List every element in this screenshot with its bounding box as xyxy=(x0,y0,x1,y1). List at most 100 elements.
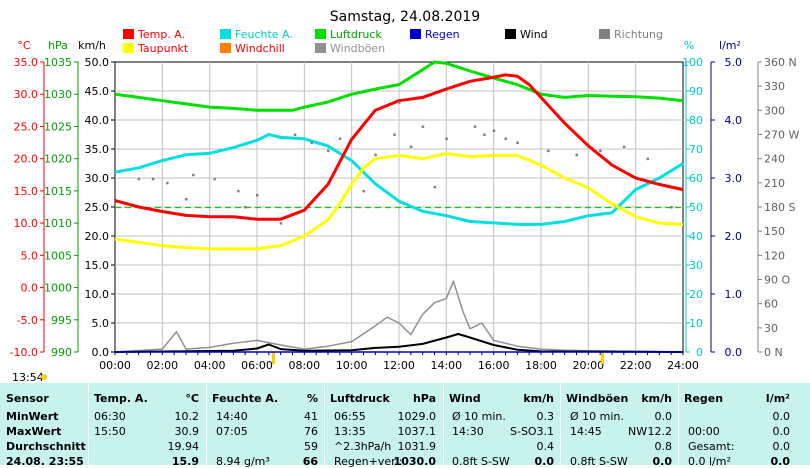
direction-tick-label: 240 xyxy=(764,153,785,166)
x-tick-label: 08:00 xyxy=(288,359,320,372)
direction-point xyxy=(192,173,195,177)
legend-label: Wind xyxy=(520,28,548,41)
rain-value: 0.0 xyxy=(772,425,791,438)
table-header: km/h xyxy=(641,392,672,405)
pressure-tick-label: 1020 xyxy=(44,153,72,166)
wind-tick-label: 50.0 xyxy=(85,56,110,69)
row-label: MinWert xyxy=(6,410,59,423)
temp-tick-label: 5.0 xyxy=(21,249,39,262)
pressure-time: ^2.3hPa/h xyxy=(334,440,392,453)
pressure-value: 1031.9 xyxy=(397,440,437,453)
temp-time: 15:50 xyxy=(94,425,126,438)
pressure-tick-label: 1035 xyxy=(44,56,72,69)
wind-tick-label: 25.0 xyxy=(85,201,110,214)
rain-desc: 00:00 xyxy=(688,425,720,438)
x-tick-label: 04:00 xyxy=(194,359,226,372)
row-label: 24.08. 23:55 xyxy=(6,455,84,468)
legend-label: Windböen xyxy=(330,42,385,55)
pressure-value: 1030.0 xyxy=(393,455,436,468)
temp-value: 10.2 xyxy=(174,410,200,423)
wind-value: 0.4 xyxy=(536,440,555,453)
direction-point xyxy=(244,206,247,209)
temp-tick-label: 0.0 xyxy=(21,282,39,295)
direction-point xyxy=(646,157,649,161)
direction-point xyxy=(670,206,673,209)
humidity-time: 07:05 xyxy=(216,425,248,438)
direction-tick-label: 30 xyxy=(764,322,778,335)
wind-desc: Ø 10 min. xyxy=(452,410,506,423)
direction-point xyxy=(599,149,602,153)
table-header: Windböen xyxy=(566,392,629,405)
direction-point xyxy=(137,177,141,181)
wind-value: 0.0 xyxy=(534,455,555,468)
pressure-time: Regen+veri: xyxy=(334,455,403,468)
gust-value: 12.2 xyxy=(647,425,673,438)
sunset-marker xyxy=(601,352,604,364)
x-tick-label: 24:00 xyxy=(667,359,699,372)
legend-label: Luftdruck xyxy=(330,28,382,41)
series-luftdruck-line xyxy=(114,60,684,112)
direction-point xyxy=(310,141,313,145)
table-header: l/m² xyxy=(765,392,790,405)
gust-desc: 0.8ft S-SW xyxy=(570,455,628,468)
x-tick-label: 20:00 xyxy=(572,359,604,372)
direction-tick-label: 180 S xyxy=(764,201,795,214)
humidity-value: 41 xyxy=(304,410,318,423)
humidity-tick-label: 50 xyxy=(689,201,703,214)
temp-tick-label: 15.0 xyxy=(14,185,39,198)
temp-value: 30.9 xyxy=(174,425,200,438)
rain-tick-label: 2.0 xyxy=(725,230,743,243)
legend-swatch xyxy=(220,43,231,53)
pressure-tick-label: 1000 xyxy=(44,282,72,295)
pressure-tick-label: 1030 xyxy=(44,88,72,101)
wind-value: 0.3 xyxy=(536,410,555,423)
table-header: Wind xyxy=(449,392,481,405)
wind-value: 3.1 xyxy=(536,425,555,438)
direction-tick-label: 90 O xyxy=(764,274,790,287)
direction-point xyxy=(547,149,550,153)
gust-desc: Ø 10 min. xyxy=(570,410,624,423)
legend-swatch xyxy=(123,43,134,53)
pressure-value: 1037.1 xyxy=(397,425,437,438)
legend-swatch xyxy=(315,43,326,53)
temp-time: 06:30 xyxy=(94,410,126,423)
sun-marker xyxy=(41,374,47,380)
direction-point xyxy=(327,149,330,153)
legend-label: Feuchte A. xyxy=(235,28,293,41)
temp-tick-label: 25.0 xyxy=(14,120,39,133)
gust-value: 0.8 xyxy=(654,440,673,453)
row-label: MaxWert xyxy=(6,425,62,438)
direction-point xyxy=(504,137,507,141)
temp-tick-label: 30.0 xyxy=(14,88,39,101)
humidity-time: 8.94 g/m³ xyxy=(216,455,270,468)
direction-point xyxy=(492,129,496,132)
rain-tick-label: 5.0 xyxy=(725,56,743,69)
x-tick-label: 16:00 xyxy=(478,359,510,372)
direction-point xyxy=(393,133,396,136)
direction-point xyxy=(445,137,448,141)
direction-point xyxy=(622,145,626,149)
gust-direction: NW xyxy=(628,425,648,438)
direction-point xyxy=(293,133,297,136)
direction-tick-label: 300 xyxy=(764,104,785,117)
pressure-tick-label: 1015 xyxy=(44,185,72,198)
x-tick-label: 14:00 xyxy=(430,359,462,372)
table-header: Luftdruck xyxy=(330,392,390,405)
rain-desc: 0.0 l/m² xyxy=(688,455,731,468)
legend-swatch xyxy=(410,29,421,39)
wind-desc: 14:30 xyxy=(452,425,484,438)
x-tick-label: 12:00 xyxy=(383,359,415,372)
direction-tick-label: 150 xyxy=(764,225,785,238)
direction-point xyxy=(237,189,240,193)
pressure-tick-label: 1025 xyxy=(44,120,72,133)
wind-tick-label: 5.0 xyxy=(92,317,110,330)
pressure-tick-label: 1010 xyxy=(44,217,72,230)
x-tick-label: 10:00 xyxy=(336,359,368,372)
series-temp-a-line xyxy=(114,73,684,221)
direction-point xyxy=(483,133,486,136)
x-tick-label: 02:00 xyxy=(146,359,178,372)
temp-axis-label: °C xyxy=(17,39,31,52)
wind-desc: 0.8ft S-SW xyxy=(452,455,510,468)
pressure-tick-label: 1005 xyxy=(44,249,72,262)
humidity-tick-label: 20 xyxy=(689,288,703,301)
